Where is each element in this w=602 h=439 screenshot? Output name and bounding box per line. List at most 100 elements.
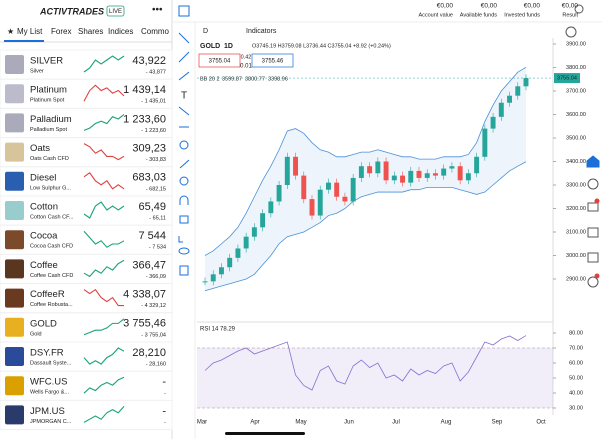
- emoji-tool[interactable]: [179, 140, 189, 150]
- rsi-last: 78.29: [220, 327, 236, 333]
- text-tool[interactable]: T: [181, 91, 187, 102]
- interval[interactable]: D: [203, 28, 208, 35]
- settings-icon[interactable]: [565, 26, 577, 38]
- mail-icon[interactable]: [587, 202, 599, 212]
- instrument-icon: [5, 259, 24, 279]
- sell-box[interactable]: [198, 53, 241, 68]
- instrument-name: Cotton: [30, 202, 58, 213]
- pen-tool[interactable]: [178, 71, 190, 81]
- candle: [227, 257, 233, 268]
- row[interactable]: [0, 370, 173, 401]
- bb-upper: [204, 66, 527, 256]
- quantity[interactable]: 0.01: [240, 64, 252, 70]
- y-tick-label: 60.00: [569, 360, 583, 366]
- side-icons[interactable]: [565, 4, 600, 288]
- instrument-icon: [5, 142, 24, 162]
- candle: [334, 182, 340, 197]
- y-tick-label: 70.00: [569, 345, 583, 351]
- row[interactable]: [0, 283, 173, 314]
- instrument-sub: Dassault Syste...: [30, 360, 72, 366]
- buy-box[interactable]: [251, 53, 294, 68]
- visibility-tool[interactable]: [178, 247, 190, 255]
- x-tick-label: Jun: [344, 420, 354, 426]
- tab[interactable]: Shares: [78, 27, 103, 36]
- bb-label: BB 20 2: [200, 76, 220, 82]
- price: 43,922: [132, 55, 166, 67]
- price: -: [162, 405, 166, 417]
- sparkline: [83, 172, 125, 190]
- row[interactable]: [0, 253, 173, 285]
- trash-tool[interactable]: [179, 265, 189, 276]
- sell-price[interactable]: 3755.04: [209, 59, 231, 65]
- search-icon[interactable]: [574, 4, 584, 14]
- ruler-tool[interactable]: [179, 159, 190, 169]
- buy-price[interactable]: 3755.46: [262, 59, 284, 65]
- y-tick-label: 30.00: [569, 405, 583, 411]
- zoom-tool[interactable]: [179, 176, 189, 186]
- candle: [375, 161, 381, 174]
- lock-tool[interactable]: [179, 215, 189, 224]
- instrument-sub: Cocoa Cash CFD: [30, 244, 73, 250]
- row[interactable]: [0, 137, 173, 168]
- y-tick-label: 3500.00: [566, 135, 586, 141]
- account-value: €0,00: [481, 3, 498, 10]
- lock-draw[interactable]: [178, 236, 183, 243]
- symbol-timeframe: 1D: [224, 43, 233, 50]
- y-tick-label: 3200.00: [566, 206, 586, 212]
- calendar-icon[interactable]: [587, 252, 599, 263]
- instrument-sub: Palladium Spot: [30, 127, 67, 133]
- drawing-tools[interactable]: T: [178, 5, 190, 276]
- magnet-tool[interactable]: [179, 195, 189, 205]
- instrument-sub: Cotton Cash CF...: [30, 214, 74, 220]
- profile-icon[interactable]: [587, 276, 599, 288]
- tab[interactable]: Forex: [51, 27, 71, 36]
- y-tick-label: 3900.00: [566, 41, 586, 47]
- instrument-icon: [5, 113, 24, 133]
- tab[interactable]: Commo: [141, 27, 170, 36]
- y-tick-label: 50.00: [569, 375, 583, 381]
- chart-icon[interactable]: [587, 178, 599, 190]
- row[interactable]: [0, 399, 173, 431]
- candle: [301, 175, 307, 200]
- row[interactable]: [0, 166, 173, 197]
- tab[interactable]: My List: [17, 27, 43, 36]
- instrument-sub: Wells Fargo &...: [30, 390, 69, 396]
- news-icon[interactable]: [587, 227, 599, 238]
- x-tick-label: Oct: [536, 420, 546, 426]
- price: 4 338,07: [123, 289, 166, 301]
- pattern-tool[interactable]: [178, 106, 190, 116]
- instrument-name: SILVER: [30, 56, 63, 67]
- candle: [284, 156, 290, 185]
- candle: [210, 274, 216, 282]
- bb-up: 3800.77: [245, 76, 265, 82]
- y-tick-label: 40.00: [569, 390, 583, 396]
- last-price-box: [554, 73, 580, 84]
- row[interactable]: [0, 341, 173, 372]
- home-icon[interactable]: [586, 155, 600, 168]
- sparkline: [83, 113, 125, 131]
- candle: [465, 173, 471, 181]
- star: ★: [7, 27, 14, 36]
- row[interactable]: [0, 312, 173, 343]
- fullscreen-icon[interactable]: [178, 5, 190, 17]
- cursor-icon[interactable]: [178, 32, 190, 44]
- account-value: €0,00: [562, 3, 579, 10]
- indicators-button[interactable]: Indicators: [246, 28, 277, 35]
- menu-dots[interactable]: •••: [152, 5, 163, 16]
- account-label: Invested funds: [504, 12, 540, 18]
- candle: [350, 177, 356, 202]
- line-tool[interactable]: [178, 51, 190, 63]
- candle: [342, 196, 348, 202]
- sub-price: - 65,11: [149, 215, 166, 221]
- tab[interactable]: Indices: [108, 27, 133, 36]
- candle: [309, 199, 315, 216]
- row[interactable]: [0, 224, 173, 255]
- instrument-name: Platinum: [30, 85, 67, 96]
- candle: [449, 166, 455, 169]
- rsi-title: RSI 14: [200, 327, 219, 333]
- sparkline: [83, 376, 125, 394]
- instrument-name: Diesel: [30, 172, 56, 183]
- candle: [202, 281, 208, 283]
- row[interactable]: [0, 78, 173, 109]
